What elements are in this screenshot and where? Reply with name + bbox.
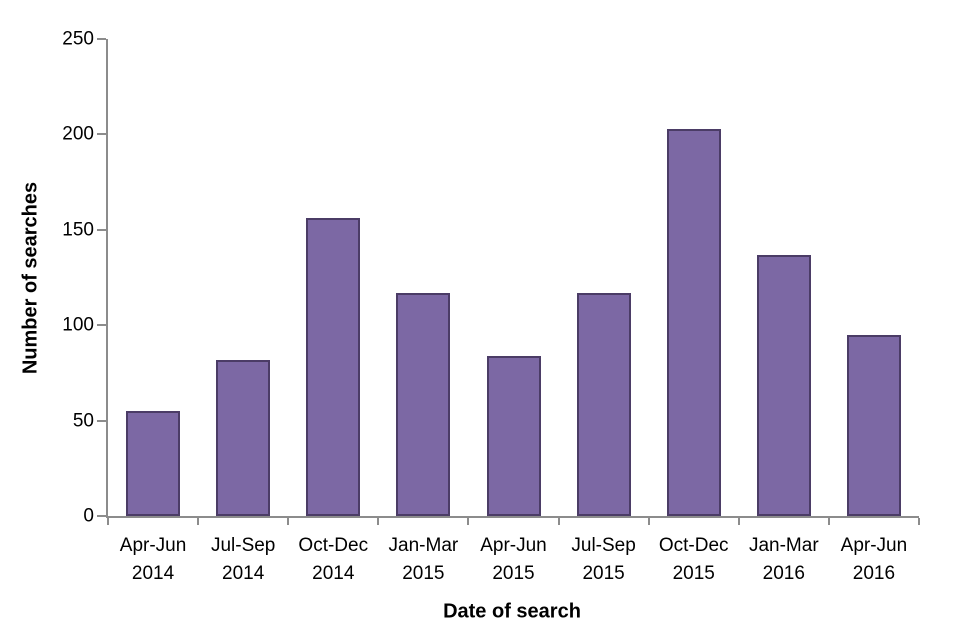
x-axis-category-label-apr-jun-2015: Apr-Jun 2015 bbox=[480, 535, 547, 584]
bar-apr-jun-2014 bbox=[126, 411, 181, 516]
x-axis-tick bbox=[107, 518, 109, 525]
y-axis-tick-label: 0 bbox=[83, 505, 94, 527]
x-axis-tick bbox=[558, 518, 560, 525]
x-axis-category-label-jul-sep-2015: Jul-Sep 2015 bbox=[571, 535, 636, 584]
bar-oct-dec-2015 bbox=[666, 128, 721, 516]
bar-oct-dec-2014 bbox=[306, 218, 361, 516]
bar-jan-mar-2016 bbox=[756, 254, 811, 516]
x-axis-tick bbox=[918, 518, 920, 525]
y-axis-tick bbox=[97, 133, 106, 136]
x-axis-category-label-jan-mar-2016: Jan-Mar 2016 bbox=[748, 535, 819, 584]
x-axis-tick bbox=[197, 518, 199, 525]
x-axis-tick bbox=[648, 518, 650, 525]
bar-apr-jun-2016 bbox=[846, 334, 901, 516]
x-axis-title: Date of search bbox=[443, 600, 581, 623]
x-axis-tick bbox=[287, 518, 289, 525]
x-axis-category-label-jan-mar-2015: Jan-Mar 2015 bbox=[388, 535, 459, 584]
y-axis-tick-label: 50 bbox=[72, 410, 94, 432]
bar-jan-mar-2015 bbox=[396, 292, 451, 516]
x-axis-tick bbox=[467, 518, 469, 525]
y-axis-tick bbox=[97, 515, 106, 517]
x-axis-tick bbox=[828, 518, 830, 525]
y-axis-tick bbox=[97, 228, 106, 231]
y-axis-tick-label: 200 bbox=[62, 123, 94, 145]
y-axis-tick bbox=[97, 324, 106, 327]
y-axis-tick-label: 150 bbox=[62, 219, 94, 241]
y-axis-title: Number of searches bbox=[19, 181, 42, 375]
y-axis-tick-label: 100 bbox=[62, 314, 94, 336]
bar-jul-sep-2014 bbox=[216, 359, 271, 516]
x-axis-category-label-oct-dec-2014: Oct-Dec 2014 bbox=[298, 535, 369, 584]
y-axis-tick bbox=[97, 38, 106, 40]
x-axis-tick bbox=[738, 518, 740, 525]
x-axis-tick bbox=[377, 518, 379, 525]
bar-apr-jun-2015 bbox=[486, 355, 541, 516]
x-axis-category-label-apr-jun-2016: Apr-Jun 2016 bbox=[840, 535, 908, 584]
y-axis-tick-label: 250 bbox=[62, 28, 94, 50]
plot-area: 0 50 100 150 200 250 Apr-Jun 2014 Jul-Sep 2014 Oct… bbox=[62, 30, 920, 584]
bar-jul-sep-2015 bbox=[576, 292, 631, 516]
x-axis-category-label-oct-dec-2015: Oct-Dec 2015 bbox=[658, 535, 729, 584]
y-axis-tick bbox=[97, 419, 106, 422]
x-axis-category-label-jul-sep-2014: Jul-Sep 2014 bbox=[210, 535, 276, 584]
x-axis-category-label-apr-jun-2014: Apr-Jun 2014 bbox=[119, 535, 187, 584]
